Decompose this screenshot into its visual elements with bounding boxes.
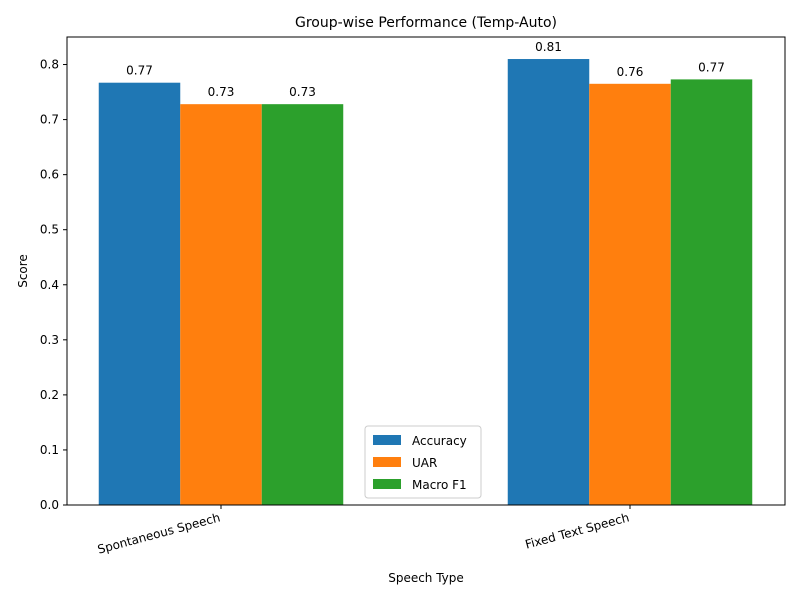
legend-swatch <box>373 435 401 445</box>
y-tick-label: 0.3 <box>40 333 59 347</box>
value-label-group: 0.77 0.81 0.73 0.76 0.73 0.77 <box>126 40 725 99</box>
bar-value-label: 0.76 <box>617 65 644 79</box>
bar-value-label: 0.73 <box>289 85 316 99</box>
legend-swatch <box>373 479 401 489</box>
y-tick-label: 0.6 <box>40 168 59 182</box>
bar-uar-1 <box>589 83 671 506</box>
y-tick-label: 0.8 <box>40 58 59 72</box>
bar-macro-f1-1 <box>670 79 753 505</box>
x-category-label: Spontaneous Speech <box>96 510 222 556</box>
bar-value-label: 0.77 <box>698 60 725 74</box>
bar-uar-0 <box>180 104 262 506</box>
bar-accuracy-0 <box>98 82 181 505</box>
y-tick-label: 0.0 <box>40 498 59 512</box>
x-axis: Spontaneous Speech Fixed Text Speech <box>96 505 631 557</box>
legend-swatch <box>373 457 401 467</box>
legend-label: Accuracy <box>412 434 467 448</box>
bar-group <box>98 59 753 506</box>
legend-label: Macro F1 <box>412 478 467 492</box>
y-tick-label: 0.7 <box>40 113 59 127</box>
bar-value-label: 0.77 <box>126 64 153 78</box>
x-category-label: Fixed Text Speech <box>524 510 631 551</box>
legend-label: UAR <box>412 456 437 470</box>
bar-macro-f1-0 <box>261 104 344 506</box>
bar-accuracy-1 <box>507 59 590 505</box>
bar-value-label: 0.73 <box>208 85 235 99</box>
y-axis: 0.0 0.1 0.2 0.3 0.4 0.5 0.6 0.7 0.8 <box>40 58 67 512</box>
y-tick-label: 0.4 <box>40 278 59 292</box>
x-axis-label: Speech Type <box>388 571 464 585</box>
y-tick-label: 0.5 <box>40 223 59 237</box>
plot-frame <box>66 36 786 506</box>
y-axis-label: Score <box>16 254 30 288</box>
chart-title: Group-wise Performance (Temp-Auto) <box>295 15 557 31</box>
legend: Accuracy UAR Macro F1 <box>364 425 482 499</box>
y-tick-label: 0.1 <box>40 443 59 457</box>
bar-value-label: 0.81 <box>535 40 562 54</box>
y-tick-label: 0.2 <box>40 388 59 402</box>
